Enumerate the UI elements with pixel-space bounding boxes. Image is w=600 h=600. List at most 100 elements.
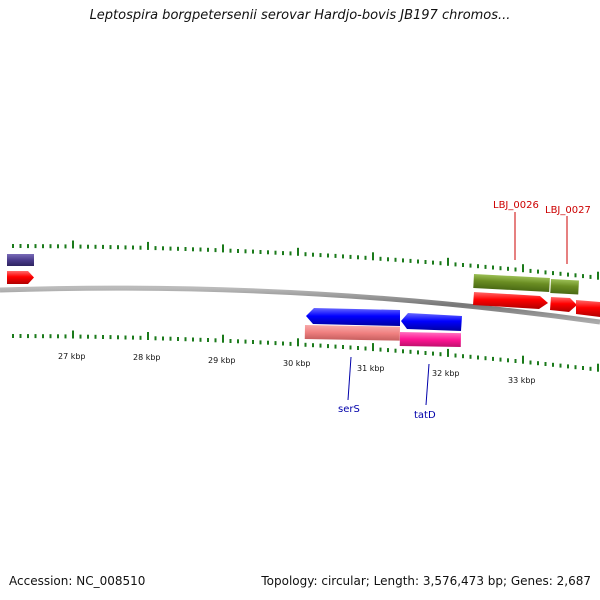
upper-tick <box>529 268 532 273</box>
upper-tick <box>394 257 397 262</box>
leader-tatD <box>425 363 430 406</box>
upper-tick <box>552 271 554 276</box>
lower-tick <box>462 354 464 359</box>
scale-label: 32 kbp <box>432 369 460 378</box>
upper-tick <box>567 272 569 277</box>
lower-tick <box>139 335 142 340</box>
upper-tick <box>364 255 367 260</box>
lower-tick <box>147 332 149 340</box>
upper-tick <box>49 244 52 249</box>
upper-tick <box>477 264 479 269</box>
lower-tick <box>432 351 434 356</box>
scale-label: 30 kbp <box>283 359 311 368</box>
gene-serS-bar <box>304 325 400 341</box>
upper-tick <box>349 254 352 259</box>
lower-tick <box>327 344 329 349</box>
upper-tick <box>559 271 562 276</box>
upper-tick <box>154 246 157 251</box>
upper-tick <box>177 246 179 251</box>
lower-tick <box>252 340 254 344</box>
upper-tick <box>327 253 329 258</box>
lower-tick <box>574 365 577 370</box>
label-serS: serS <box>338 404 360 415</box>
lower-tick <box>387 348 389 353</box>
upper-tick-ring <box>12 240 599 280</box>
lower-tick <box>379 347 382 352</box>
lower-tick <box>169 336 172 341</box>
upper-tick <box>424 260 427 264</box>
lower-tick <box>259 340 262 345</box>
lower-tick <box>537 361 539 366</box>
scale-label: 27 kbp <box>58 352 86 361</box>
upper-tick <box>492 265 494 270</box>
upper-tick <box>402 258 404 263</box>
upper-tick <box>237 249 239 253</box>
lower-tick <box>177 337 179 341</box>
lower-tick <box>589 366 592 371</box>
upper-tick <box>34 244 37 249</box>
upper-tick <box>342 254 344 259</box>
lower-tick <box>12 334 14 338</box>
upper-tick <box>117 245 119 250</box>
lower-tick <box>409 349 412 354</box>
lower-tick <box>357 346 359 350</box>
upper-tick <box>19 244 22 248</box>
forward-cds-left <box>7 271 34 284</box>
upper-tick <box>229 248 232 253</box>
lower-tick <box>507 358 509 363</box>
lower-tick <box>402 349 404 354</box>
lower-tick <box>364 346 367 351</box>
upper-tick <box>447 257 449 266</box>
lower-tick <box>57 334 59 339</box>
scale-label: 33 kbp <box>508 376 536 385</box>
upper-tick <box>207 247 209 252</box>
lower-tick <box>349 345 352 350</box>
scale-label: 28 kbp <box>133 353 161 362</box>
upper-tick <box>214 248 217 253</box>
lower-tick <box>439 352 442 357</box>
upper-tick <box>27 244 29 249</box>
lower-tick <box>124 335 127 340</box>
upper-tick <box>169 246 172 251</box>
upper-tick <box>537 269 539 274</box>
upper-tick <box>409 258 412 263</box>
lower-tick <box>282 341 284 346</box>
scale-label: 31 kbp <box>357 364 385 373</box>
upper-tick <box>544 270 547 275</box>
lower-tick <box>447 348 449 357</box>
lower-tick <box>229 339 232 343</box>
lower-tick <box>492 356 494 361</box>
upper-tick <box>184 247 187 251</box>
upper-tick <box>589 274 592 279</box>
upper-tick <box>57 244 59 249</box>
upper-tick <box>259 250 262 254</box>
upper-tick <box>514 267 517 272</box>
lower-tick <box>342 345 344 349</box>
accession-text: Accession: NC_008510 <box>9 574 146 588</box>
lower-tick <box>424 351 427 355</box>
forward-cds-lbj-0027 <box>550 297 577 312</box>
reverse-cds-tatD <box>401 313 462 331</box>
lower-tick <box>559 363 562 368</box>
upper-tick <box>244 249 247 254</box>
upper-tick <box>147 241 149 250</box>
upper-tick <box>312 252 314 257</box>
scale-label: 29 kbp <box>208 356 236 365</box>
upper-tick <box>199 247 202 252</box>
lower-tick <box>154 336 157 341</box>
lower-tick <box>312 343 314 348</box>
upper-tick <box>319 253 322 258</box>
upper-tick <box>87 244 89 249</box>
lower-tick <box>132 335 134 340</box>
upper-tick <box>304 252 307 257</box>
lower-tick <box>94 334 97 339</box>
upper-tick <box>507 266 509 271</box>
upper-tick <box>334 253 337 258</box>
lower-tick <box>72 330 74 339</box>
lower-tick <box>109 335 112 340</box>
lower-tick <box>304 342 307 347</box>
upper-tick <box>379 256 382 261</box>
lower-tick <box>552 362 554 367</box>
upper-tick <box>222 244 224 253</box>
